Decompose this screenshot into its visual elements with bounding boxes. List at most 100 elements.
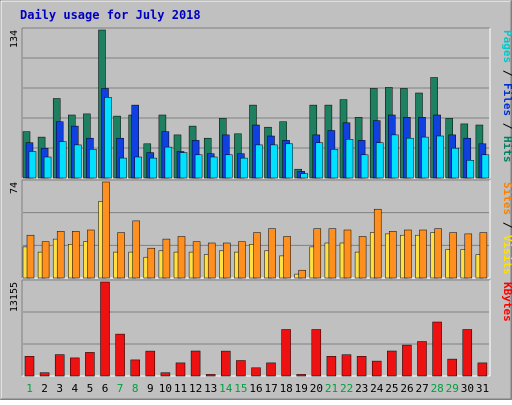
bar-top-pages-day-14	[225, 154, 233, 179]
panel-bot: 13155 KBytes	[9, 279, 512, 377]
x-label-day-6: 6	[102, 382, 109, 395]
legend-mid: Sites / Visits	[501, 182, 512, 275]
chart-title: Daily usage for July 2018	[20, 8, 201, 22]
legend-top-part-1: /	[501, 63, 512, 83]
bar-mid-sites-day-2	[41, 241, 50, 279]
bar-bot-kbytes-day-10	[160, 372, 171, 377]
bar-mid-sites-day-4	[72, 231, 80, 279]
bar-mid-sites-day-28	[434, 228, 442, 279]
bar-bot-kbytes-day-14	[221, 350, 231, 377]
bar-top-pages-day-8	[134, 156, 142, 179]
bar-top-pages-day-18	[285, 143, 293, 179]
panel-bot-area	[22, 280, 490, 376]
bar-bot-kbytes-day-4	[70, 357, 80, 377]
bar-mid-sites-day-8	[132, 220, 140, 279]
x-label-day-13: 13	[204, 382, 217, 395]
legend-bot: KBytes	[501, 282, 512, 322]
bar-top-pages-day-21	[330, 149, 339, 179]
bar-top-pages-day-13	[209, 156, 218, 179]
panel-mid: 74 Sites / Visits	[9, 179, 512, 279]
bar-mid-sites-day-29	[449, 232, 457, 279]
bar-bot-kbytes-day-27	[417, 341, 427, 377]
bar-bot-kbytes-day-5	[85, 352, 95, 377]
x-label-day-26: 26	[400, 382, 413, 395]
bar-top-pages-day-7	[119, 157, 127, 179]
legend-mid-part-0: Sites	[501, 182, 512, 215]
x-label-day-5: 5	[87, 382, 94, 395]
bar-top-pages-day-30	[466, 160, 475, 179]
bar-mid-sites-day-21	[328, 228, 337, 279]
bar-bot-kbytes-day-17	[266, 362, 276, 377]
bar-top-pages-day-6	[104, 97, 112, 179]
bar-top-pages-day-16	[255, 144, 263, 179]
x-label-day-31: 31	[476, 382, 489, 395]
bar-bot-kbytes-day-16	[251, 367, 261, 377]
legend-top-part-0: Pages	[501, 30, 512, 63]
bar-bot-kbytes-day-24	[371, 360, 382, 377]
panel-top: 134 Pages / Files / Hits	[9, 27, 512, 179]
x-label-day-21: 21	[325, 382, 338, 395]
legend-top-part-3: /	[501, 116, 512, 136]
y-max-label-mid: 74	[9, 182, 20, 194]
bar-bot-kbytes-day-12	[190, 350, 201, 377]
x-label-day-11: 11	[174, 382, 187, 395]
bar-bot-kbytes-day-3	[54, 354, 65, 377]
x-label-day-12: 12	[189, 382, 202, 395]
bar-bot-kbytes-day-9	[145, 350, 156, 377]
bar-bot-kbytes-day-11	[175, 362, 186, 377]
legend-mid-part-2: Visits	[501, 235, 512, 275]
bar-top-pages-day-26	[406, 137, 414, 179]
bar-mid-sites-day-5	[87, 229, 95, 279]
legend-top-part-2: Files	[501, 83, 512, 116]
bar-mid-sites-day-9	[147, 247, 156, 279]
x-label-day-4: 4	[71, 382, 78, 395]
bar-bot-kbytes-day-31	[477, 362, 488, 377]
y-max-label-bot: 13155	[9, 282, 20, 312]
bar-bot-kbytes-day-7	[115, 333, 125, 377]
bar-bot-kbytes-day-22	[341, 354, 352, 377]
bar-top-pages-day-9	[149, 157, 158, 179]
bar-top-pages-day-5	[89, 149, 97, 179]
bar-bot-kbytes-day-6	[100, 281, 110, 377]
legend-bot-part-0: KBytes	[501, 282, 512, 322]
x-label-day-28: 28	[431, 382, 444, 395]
bar-top-pages-day-1	[28, 151, 37, 179]
bar-mid-sites-day-23	[358, 236, 367, 279]
bar-top-pages-day-3	[58, 141, 67, 179]
bar-bot-kbytes-day-23	[356, 356, 367, 377]
bar-mid-sites-day-6	[102, 181, 110, 279]
bar-mid-sites-day-26	[404, 229, 412, 279]
bar-top-pages-day-29	[451, 147, 459, 179]
x-label-day-23: 23	[355, 382, 368, 395]
bar-bot-kbytes-day-13	[205, 374, 216, 377]
legend-mid-part-1: /	[501, 215, 512, 235]
bar-mid-sites-day-25	[389, 231, 397, 279]
bar-top-pages-day-27	[421, 136, 429, 179]
bar-mid-sites-day-12	[192, 241, 201, 279]
bar-bot-kbytes-day-30	[462, 329, 473, 377]
bar-bot-kbytes-day-21	[326, 356, 337, 377]
x-label-day-17: 17	[264, 382, 277, 395]
bar-bot-kbytes-day-1	[24, 356, 35, 377]
x-label-day-16: 16	[249, 382, 262, 395]
bar-bot-kbytes-day-20	[311, 329, 322, 377]
bar-top-pages-day-22	[345, 139, 354, 179]
x-label-day-22: 22	[340, 382, 353, 395]
x-label-day-24: 24	[370, 382, 384, 395]
bar-top-pages-day-11	[179, 152, 188, 179]
x-label-day-15: 15	[234, 382, 247, 395]
x-label-day-14: 14	[219, 382, 233, 395]
bar-mid-sites-day-15	[238, 241, 246, 279]
bar-bot-kbytes-day-2	[39, 372, 50, 377]
x-label-day-2: 2	[41, 382, 48, 395]
bar-bot-kbytes-day-15	[236, 360, 246, 377]
chart-panels: 134 Pages / Files / Hits 74 Sites / Visits 1…	[9, 27, 512, 377]
bar-bot-kbytes-day-18	[281, 329, 291, 377]
bar-top-pages-day-15	[240, 157, 248, 179]
bar-top-pages-day-23	[360, 154, 369, 179]
bar-mid-sites-day-31	[479, 232, 488, 279]
x-label-day-18: 18	[280, 382, 293, 395]
bar-top-pages-day-12	[194, 154, 203, 179]
bar-top-pages-day-2	[43, 156, 52, 179]
